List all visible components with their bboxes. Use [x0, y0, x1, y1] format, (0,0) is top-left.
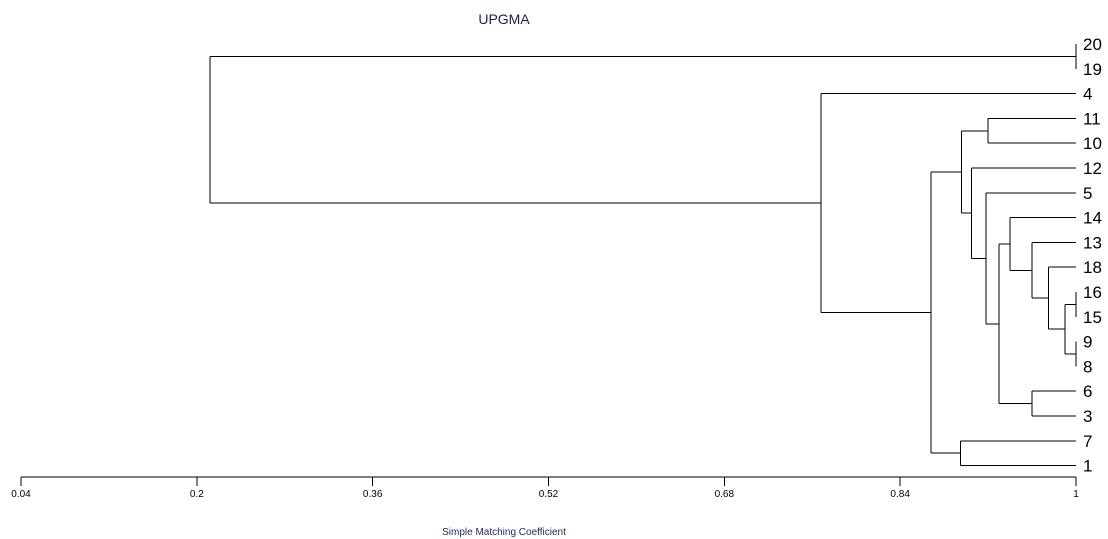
x-tick-label-0.04: 0.04 [11, 489, 31, 500]
leaf-label-16: 16 [1083, 283, 1102, 302]
x-tick-label-1: 1 [1073, 489, 1079, 500]
x-axis-label: Simple Matching Coefficient [442, 527, 566, 538]
x-axis-ticks: 0.04 0.2 0.36 0.52 0.68 0.84 1 [11, 477, 1079, 500]
leaf-label-10: 10 [1083, 134, 1102, 153]
x-tick-label-0.52: 0.52 [539, 489, 559, 500]
chart-title: UPGMA [478, 11, 530, 27]
leaf-label-8: 8 [1083, 357, 1092, 376]
leaf-label-20: 20 [1083, 35, 1102, 54]
leaf-label-14: 14 [1083, 209, 1102, 228]
x-tick-label-0.84: 0.84 [890, 489, 910, 500]
dendrogram-branches [209, 44, 1077, 467]
leaf-label-18: 18 [1083, 258, 1102, 277]
leaf-label-4: 4 [1083, 85, 1092, 104]
x-tick-label-0.36: 0.36 [363, 489, 383, 500]
leaf-label-5: 5 [1083, 184, 1092, 203]
leaf-label-1: 1 [1083, 457, 1092, 476]
leaf-label-13: 13 [1083, 233, 1102, 252]
x-tick-label-0.68: 0.68 [715, 489, 735, 500]
leaf-label-11: 11 [1083, 109, 1101, 128]
leaf-label-15: 15 [1083, 308, 1102, 327]
leaf-label-19: 19 [1083, 60, 1102, 79]
leaf-label-7: 7 [1083, 432, 1092, 451]
leaf-label-9: 9 [1083, 333, 1092, 352]
leaf-label-12: 12 [1083, 159, 1102, 178]
leaf-label-3: 3 [1083, 407, 1092, 426]
x-tick-label-0.2: 0.2 [190, 489, 204, 500]
leaf-labels: 20 19 4 11 10 12 5 14 13 18 16 15 9 8 6 3 7 1 [1083, 35, 1102, 476]
leaf-label-6: 6 [1083, 382, 1092, 401]
